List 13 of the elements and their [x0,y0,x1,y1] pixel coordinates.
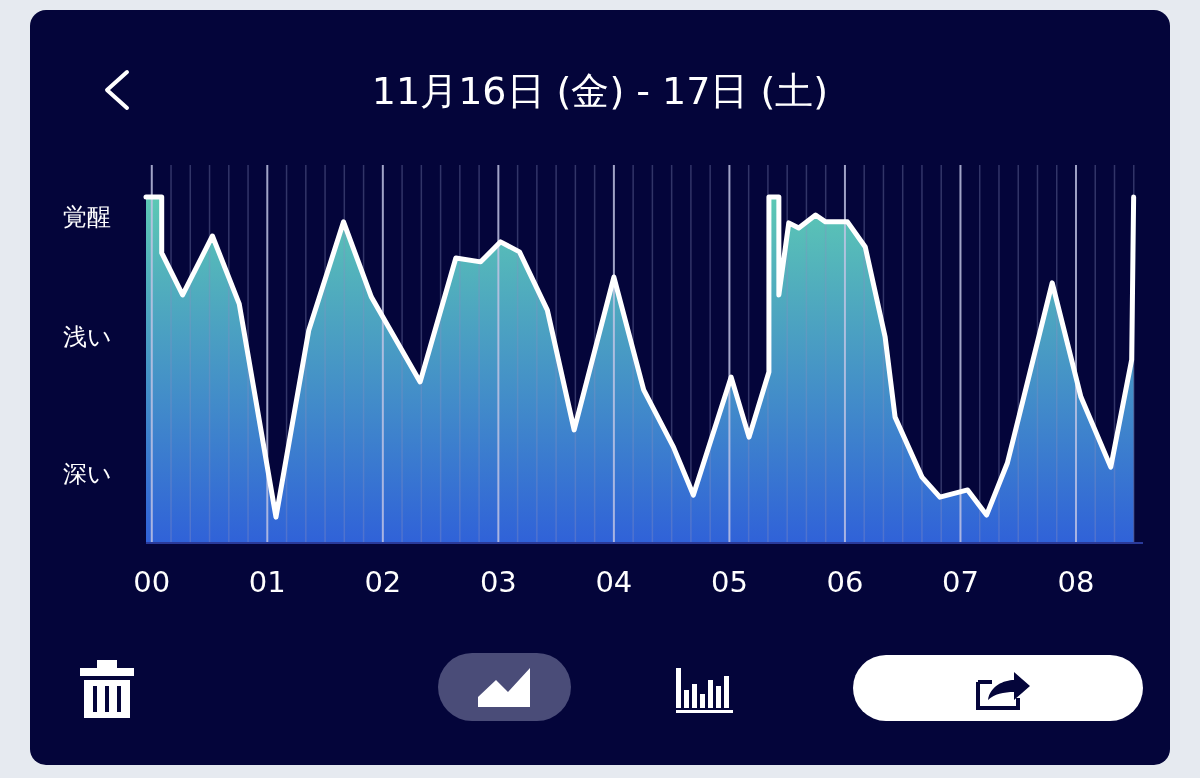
x-tick-label: 07 [942,565,979,599]
x-tick-label: 05 [710,565,748,599]
text: 深い [62,460,112,488]
x-tick-label: 00 [133,565,171,599]
x-tick-label: 02 [364,565,402,599]
text: 覚醒 [63,203,111,231]
x-tick-label: 03 [479,565,517,599]
x-tick-label: 08 [1057,565,1095,599]
chart-title: 11月16日 (金) - 17日 (土) [371,69,829,113]
x-tick-label: 04 [595,565,633,599]
x-tick-label: 06 [826,565,864,599]
text: 浅い [62,323,112,351]
x-tick-label: 01 [248,565,286,599]
